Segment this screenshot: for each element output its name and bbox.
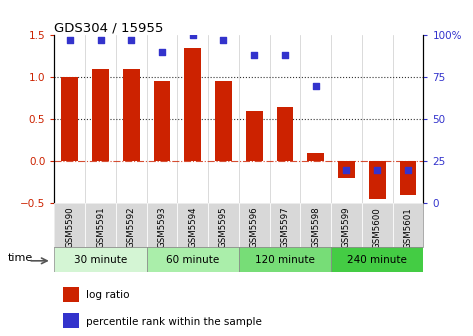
Text: GDS304 / 15955: GDS304 / 15955 bbox=[54, 21, 164, 34]
Bar bbox=[63, 287, 79, 302]
Text: 60 minute: 60 minute bbox=[166, 255, 219, 264]
Text: GSM5591: GSM5591 bbox=[96, 207, 105, 248]
Bar bbox=[270, 203, 300, 247]
Text: log ratio: log ratio bbox=[86, 290, 129, 300]
Bar bbox=[147, 247, 239, 272]
Text: GSM5593: GSM5593 bbox=[158, 207, 166, 248]
Bar bbox=[184, 48, 201, 161]
Bar bbox=[85, 203, 116, 247]
Bar bbox=[63, 313, 79, 329]
Point bbox=[66, 38, 74, 43]
Point bbox=[128, 38, 135, 43]
Point bbox=[342, 167, 350, 172]
Bar bbox=[300, 203, 331, 247]
Text: GSM5595: GSM5595 bbox=[219, 207, 228, 248]
Bar bbox=[369, 161, 385, 199]
Bar bbox=[147, 203, 177, 247]
Point bbox=[404, 167, 412, 172]
Point bbox=[219, 38, 227, 43]
Bar bbox=[400, 161, 416, 195]
Point bbox=[281, 53, 289, 58]
Bar bbox=[208, 203, 239, 247]
Bar bbox=[61, 77, 78, 161]
Bar bbox=[177, 203, 208, 247]
Point bbox=[158, 49, 166, 55]
Text: GSM5600: GSM5600 bbox=[373, 207, 382, 249]
Text: GSM5590: GSM5590 bbox=[65, 207, 74, 248]
Text: 30 minute: 30 minute bbox=[74, 255, 127, 264]
Point bbox=[251, 53, 258, 58]
Bar bbox=[123, 69, 140, 161]
Text: GSM5592: GSM5592 bbox=[127, 207, 136, 248]
Bar bbox=[393, 203, 423, 247]
Bar bbox=[239, 203, 270, 247]
Bar bbox=[338, 161, 355, 178]
Bar bbox=[154, 82, 170, 161]
Point bbox=[312, 83, 320, 88]
Bar bbox=[362, 203, 393, 247]
Text: GSM5596: GSM5596 bbox=[250, 207, 259, 248]
Bar bbox=[92, 69, 109, 161]
Point bbox=[189, 33, 197, 38]
Bar bbox=[246, 111, 263, 161]
Text: GSM5594: GSM5594 bbox=[188, 207, 197, 248]
Text: time: time bbox=[8, 253, 34, 263]
Text: GSM5601: GSM5601 bbox=[403, 207, 412, 249]
Text: percentile rank within the sample: percentile rank within the sample bbox=[86, 317, 262, 327]
Text: GSM5598: GSM5598 bbox=[311, 207, 320, 248]
Bar bbox=[239, 247, 331, 272]
Bar bbox=[307, 153, 324, 161]
Text: 120 minute: 120 minute bbox=[255, 255, 315, 264]
Text: GSM5597: GSM5597 bbox=[280, 207, 289, 248]
Text: GSM5599: GSM5599 bbox=[342, 207, 351, 248]
Point bbox=[374, 167, 381, 172]
Bar bbox=[54, 247, 147, 272]
Bar bbox=[331, 247, 423, 272]
Point bbox=[96, 38, 104, 43]
Bar bbox=[116, 203, 147, 247]
Text: 240 minute: 240 minute bbox=[347, 255, 407, 264]
Bar bbox=[331, 203, 362, 247]
Bar bbox=[54, 203, 85, 247]
Bar bbox=[277, 107, 293, 161]
Bar bbox=[215, 82, 232, 161]
